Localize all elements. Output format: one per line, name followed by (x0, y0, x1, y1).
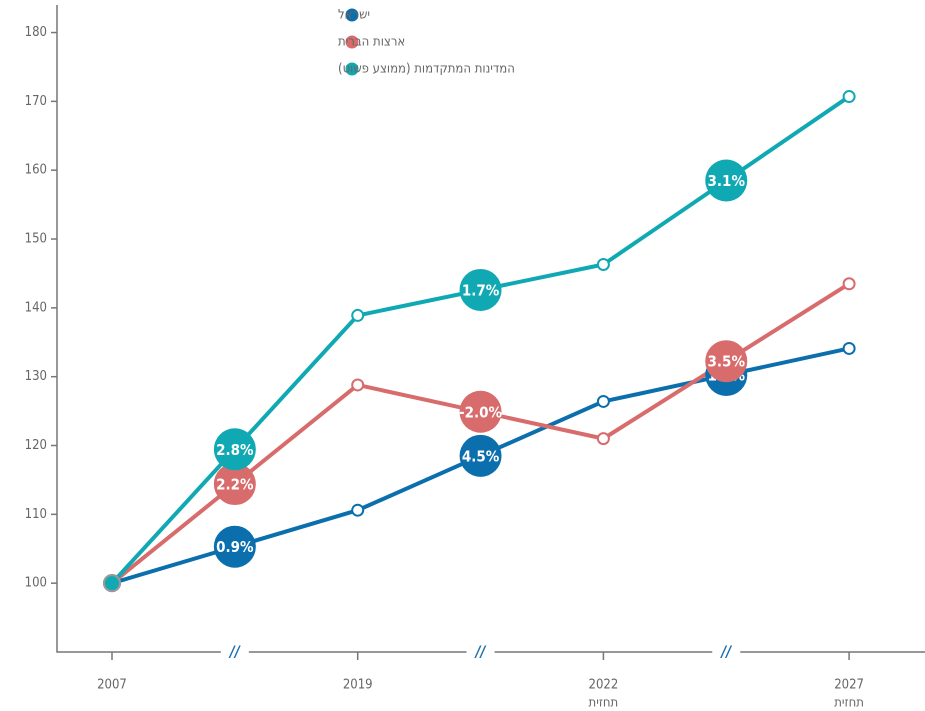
growth-label: 1.7% (462, 281, 500, 299)
legend-label: ארצות הברית (338, 35, 405, 50)
point (842, 90, 856, 104)
y-tick-label: 130 (25, 369, 47, 384)
x-tick-label: 2019 (343, 678, 373, 693)
point (596, 432, 610, 446)
y-tick-label: 100 (25, 576, 47, 591)
point (596, 394, 610, 408)
y-tick-label: 140 (25, 300, 47, 315)
legend-swatch (345, 35, 359, 49)
growth-label: 4.5% (462, 447, 500, 465)
y-tick-label: 150 (25, 232, 47, 247)
growth-bubble (705, 159, 748, 202)
point (103, 574, 121, 593)
y-tick-label: 170 (25, 94, 47, 109)
growth-label: 2.8% (216, 441, 254, 459)
growth-bubble (459, 268, 502, 311)
legend-label: המדינות המתקדמות (ממוצע פשוט) (338, 62, 515, 77)
point (351, 503, 365, 517)
growth-bubble (459, 390, 502, 433)
point (351, 378, 365, 392)
axis-break: // (228, 643, 241, 661)
axis-break: // (474, 643, 487, 661)
legend-swatch (345, 8, 359, 22)
x-tick-label: 2007 (97, 678, 127, 693)
axes (56, 5, 925, 653)
y-tick-label: 110 (25, 507, 47, 522)
axis-break-gap (712, 644, 741, 660)
legend-swatch (345, 62, 359, 76)
x-tick-label: 2022 (589, 678, 619, 693)
growth-bubble (459, 434, 502, 477)
axis-break-gap (220, 644, 249, 660)
growth-label: 0.9% (216, 538, 254, 556)
point (351, 308, 365, 322)
x-tick-note: תחזית (834, 696, 864, 711)
growth-label: -2.0% (459, 403, 503, 421)
growth-bubble (705, 340, 748, 383)
x-tick-note: תחזית (589, 696, 619, 711)
growth-label: 3.5% (708, 353, 746, 371)
growth-label: 3.1% (708, 172, 746, 190)
growth-bubble (213, 463, 256, 506)
x-tick-label: 2027 (834, 678, 864, 693)
growth-label: 2.2% (216, 476, 254, 494)
axis-break-gap (466, 644, 495, 660)
point (842, 277, 856, 291)
legend-label: ישראל (338, 8, 370, 23)
y-tick-label: 160 (25, 163, 47, 178)
y-tick-label: 120 (25, 438, 47, 453)
axis-break: // (719, 643, 732, 661)
point (842, 341, 856, 355)
y-tick-label: 180 (25, 25, 47, 40)
growth-bubble (213, 428, 256, 471)
point (596, 257, 610, 271)
growth-bubble (213, 525, 256, 568)
